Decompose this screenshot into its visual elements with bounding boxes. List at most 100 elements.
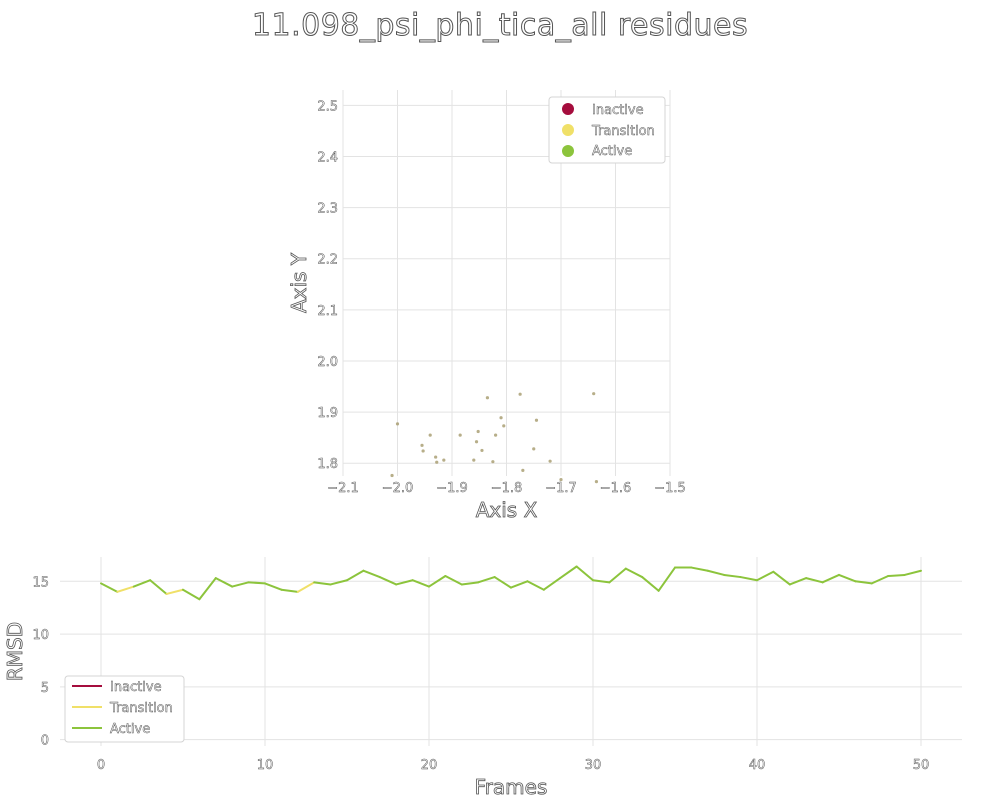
line-y-ticks: 0 5 10 15 (32, 575, 49, 749)
rmsd-segment-active (313, 581, 332, 586)
scatter-point (434, 455, 438, 459)
rmsd-segment-active (214, 577, 234, 588)
scatter-point (428, 433, 432, 437)
rmsd-segment-active (772, 570, 791, 586)
legend-label-transition: Transition (109, 701, 173, 716)
scatter-y-tick-label: 1.8 (317, 457, 338, 472)
rmsd-segment-active (378, 576, 398, 586)
scatter-x-ticks: −2.1 −2.0 −1.9 −1.8 −1.7 −1.6 −1.5 (327, 481, 686, 497)
legend-label-inactive: Inactive (592, 103, 644, 118)
rmsd-segment-active (395, 579, 414, 586)
scatter-point (502, 424, 506, 428)
line-y-tick-label: 15 (32, 575, 49, 590)
scatter-y-tick-label: 2.4 (317, 150, 338, 165)
rmsd-segment-active (362, 569, 381, 579)
scatter-point (476, 429, 480, 434)
rmsd-segment-active (887, 573, 906, 578)
rmsd-segment-active (231, 581, 250, 588)
rmsd-segment-active (706, 569, 726, 576)
line-y-axis-label: RMSD (3, 622, 27, 681)
scatter-y-tick-label: 2.3 (317, 202, 338, 217)
scatter-point (390, 473, 394, 478)
line-panel: 0 10 20 30 40 50 0 5 10 15 Frames RMSD Inactive … (3, 557, 962, 799)
rmsd-series (100, 565, 922, 601)
rmsd-segment-active (788, 577, 808, 586)
scatter-x-axis-label: Axis X (476, 498, 538, 522)
scatter-point (594, 480, 599, 484)
scatter-y-tick-label: 2.0 (317, 355, 338, 370)
rmsd-segment-active (657, 566, 676, 592)
line-x-tick-label: 50 (913, 758, 930, 773)
rmsd-segment-active (198, 577, 217, 601)
line-x-tick-label: 10 (257, 758, 274, 773)
rmsd-segment-active (821, 573, 840, 584)
rmsd-segment-active (641, 576, 660, 592)
rmsd-segment-active (526, 580, 545, 591)
scatter-x-tick-label: −2.1 (327, 481, 359, 496)
rmsd-segment-active (329, 579, 348, 586)
line-x-ticks: 0 10 20 30 40 50 (97, 758, 930, 774)
legend-label-transition: Transition (591, 124, 655, 139)
scatter-legend-box (548, 96, 666, 164)
scatter-point (458, 433, 462, 437)
rmsd-segment-active (608, 567, 627, 584)
rmsd-segment-active (854, 580, 873, 585)
rmsd-segment-active (838, 573, 857, 583)
scatter-point (472, 458, 476, 462)
scatter-point (532, 447, 536, 451)
rmsd-segment-active (493, 576, 512, 589)
line-gridlines (60, 557, 962, 746)
chart-title: 11.098_psi_phi_tica_all residues (251, 8, 749, 44)
line-y-tick-label: 0 (41, 734, 49, 749)
rmsd-segment-active (624, 567, 644, 579)
legend-label-active: Active (592, 144, 632, 159)
scatter-panel: −2.1 −2.0 −1.9 −1.8 −1.7 −1.6 −1.5 1.8 1.9 2.0 2.… (287, 90, 686, 522)
rmsd-segment-active (247, 581, 266, 585)
rmsd-segment-active (756, 570, 775, 582)
scatter-x-tick-label: −1.6 (600, 481, 632, 496)
scatter-point (518, 392, 522, 396)
line-legend: Inactive Transition Active (64, 675, 185, 743)
rmsd-segment-active (460, 581, 480, 586)
rmsd-segment-active (739, 576, 758, 582)
scatter-gridlines (342, 90, 671, 476)
rmsd-segment-active (542, 577, 562, 591)
legend-label-active: Active (110, 722, 150, 737)
rmsd-segment-active (280, 588, 299, 593)
scatter-point (534, 418, 539, 422)
line-y-tick-label: 5 (41, 681, 49, 696)
rmsd-segment-active (100, 582, 119, 593)
scatter-point (548, 459, 552, 463)
rmsd-segment-active (575, 565, 594, 582)
line-x-tick-label: 0 (97, 758, 105, 773)
scatter-point (491, 460, 495, 464)
scatter-point (485, 396, 490, 400)
rmsd-segment-active (264, 582, 283, 591)
line-y-tick-label: 10 (32, 628, 49, 643)
line-legend-box (64, 675, 185, 743)
scatter-x-tick-label: −1.9 (436, 481, 468, 496)
rmsd-segment-active (346, 569, 365, 582)
line-x-tick-label: 30 (585, 758, 602, 773)
legend-marker-inactive (562, 103, 574, 115)
rmsd-segment-active (411, 579, 430, 588)
scatter-point (521, 468, 525, 472)
line-x-axis-label: Frames (475, 775, 548, 799)
scatter-point (494, 433, 498, 437)
scatter-y-tick-label: 2.2 (317, 253, 338, 268)
scatter-y-tick-label: 2.5 (317, 99, 338, 114)
rmsd-segment-active (870, 575, 890, 585)
scatter-x-tick-label: −1.7 (545, 481, 577, 496)
scatter-point (499, 416, 503, 420)
rmsd-segment-active (510, 580, 529, 589)
legend-label-inactive: Inactive (110, 680, 162, 695)
rmsd-segment-transition (116, 585, 135, 593)
scatter-y-tick-label: 1.9 (317, 406, 338, 421)
legend-marker-active (562, 145, 574, 157)
rmsd-segment-active (149, 579, 168, 595)
line-x-tick-label: 20 (421, 758, 438, 773)
scatter-point (435, 460, 439, 464)
scatter-point (442, 458, 446, 462)
scatter-x-tick-label: −1.8 (491, 481, 523, 496)
scatter-y-tick-label: 2.1 (317, 304, 338, 319)
